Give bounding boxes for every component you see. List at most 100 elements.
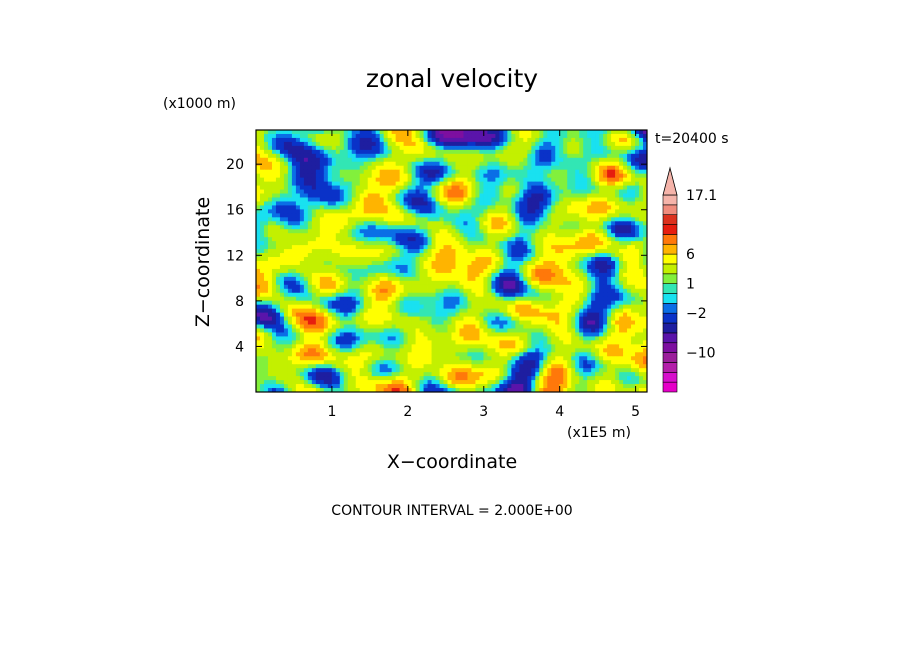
field-cell bbox=[259, 185, 265, 190]
field-cell bbox=[379, 145, 385, 151]
field-cell bbox=[587, 328, 592, 333]
field-cell bbox=[387, 157, 393, 163]
field-cell bbox=[475, 229, 480, 234]
field-cell bbox=[375, 261, 381, 266]
field-cell bbox=[487, 149, 492, 155]
field-cell bbox=[495, 153, 500, 159]
field-cell bbox=[359, 280, 365, 286]
field-cell bbox=[311, 292, 317, 298]
field-cell bbox=[539, 249, 544, 254]
field-cell bbox=[587, 185, 592, 190]
field-cell bbox=[355, 137, 361, 143]
field-cell bbox=[443, 264, 448, 270]
field-cell bbox=[575, 149, 580, 155]
field-cell bbox=[267, 261, 273, 266]
field-cell bbox=[567, 288, 572, 294]
field-cell bbox=[499, 217, 504, 222]
field-cell bbox=[571, 130, 576, 135]
field-cell bbox=[383, 308, 389, 314]
field-cell bbox=[571, 205, 576, 210]
field-cell bbox=[483, 213, 488, 218]
field-cell bbox=[335, 153, 341, 159]
field-cell bbox=[499, 316, 504, 321]
field-cell bbox=[379, 157, 385, 163]
field-cell bbox=[383, 205, 389, 210]
field-cell bbox=[623, 225, 628, 230]
field-cell bbox=[559, 185, 564, 190]
field-cell bbox=[583, 221, 588, 226]
field-cell bbox=[595, 241, 600, 246]
field-cell bbox=[447, 201, 452, 206]
field-cell bbox=[599, 288, 604, 294]
field-cell bbox=[383, 280, 389, 286]
field-cell bbox=[427, 217, 432, 222]
field-cell bbox=[371, 209, 377, 214]
field-cell bbox=[583, 316, 588, 321]
field-cell bbox=[547, 308, 552, 314]
field-cell bbox=[367, 308, 373, 314]
field-cell bbox=[583, 261, 588, 266]
field-cell bbox=[543, 185, 548, 190]
field-cell bbox=[523, 300, 528, 306]
field-cell bbox=[443, 276, 448, 282]
field-cell bbox=[623, 193, 628, 198]
field-cell bbox=[635, 316, 640, 321]
field-cell bbox=[579, 268, 584, 274]
field-cell bbox=[343, 201, 349, 206]
field-cell bbox=[331, 296, 337, 302]
field-cell bbox=[571, 292, 576, 298]
field-cell bbox=[599, 304, 604, 310]
field-cell bbox=[451, 221, 456, 226]
field-cell bbox=[263, 145, 269, 151]
field-cell bbox=[551, 149, 556, 155]
field-cell bbox=[539, 264, 544, 270]
field-cell bbox=[639, 280, 644, 286]
field-cell bbox=[347, 161, 353, 167]
field-cell bbox=[275, 225, 281, 230]
field-cell bbox=[335, 169, 341, 175]
field-cell bbox=[451, 229, 456, 234]
field-cell bbox=[615, 177, 620, 183]
field-cell bbox=[475, 241, 480, 246]
field-cell bbox=[327, 145, 333, 151]
field-cell bbox=[607, 261, 612, 266]
field-cell bbox=[303, 141, 309, 147]
field-cell bbox=[443, 197, 448, 202]
field-cell bbox=[523, 225, 528, 230]
field-cell bbox=[499, 272, 504, 278]
field-cell bbox=[443, 320, 448, 325]
field-cell bbox=[487, 173, 492, 179]
field-cell bbox=[315, 316, 321, 321]
field-cell bbox=[603, 268, 608, 274]
field-cell bbox=[303, 308, 309, 314]
field-cell bbox=[503, 280, 508, 286]
field-cell bbox=[511, 320, 516, 325]
field-cell bbox=[615, 304, 620, 310]
field-cell bbox=[283, 296, 289, 302]
field-cell bbox=[431, 237, 436, 242]
field-cell bbox=[579, 233, 584, 238]
field-cell bbox=[467, 300, 472, 306]
field-cell bbox=[411, 320, 416, 325]
field-cell bbox=[463, 157, 468, 163]
field-cell bbox=[495, 261, 500, 266]
field-cell bbox=[359, 304, 365, 310]
field-cell bbox=[323, 130, 329, 135]
field-cell bbox=[256, 296, 261, 302]
field-cell bbox=[543, 304, 548, 310]
field-cell bbox=[627, 225, 632, 230]
field-cell bbox=[643, 141, 647, 147]
field-cell bbox=[339, 268, 345, 274]
field-cell bbox=[499, 284, 504, 290]
field-cell bbox=[311, 264, 317, 270]
field-cell bbox=[443, 185, 448, 190]
field-cell bbox=[359, 217, 365, 222]
field-cell bbox=[351, 225, 357, 230]
field-cell bbox=[455, 268, 460, 274]
field-cell bbox=[435, 221, 440, 226]
field-cell bbox=[559, 292, 564, 298]
field-cell bbox=[599, 165, 604, 171]
field-cell bbox=[415, 300, 420, 306]
field-cell bbox=[339, 292, 345, 298]
field-cell bbox=[475, 149, 480, 155]
